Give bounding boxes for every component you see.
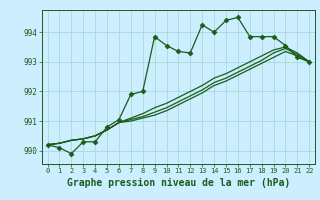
X-axis label: Graphe pression niveau de la mer (hPa): Graphe pression niveau de la mer (hPa): [67, 178, 290, 188]
